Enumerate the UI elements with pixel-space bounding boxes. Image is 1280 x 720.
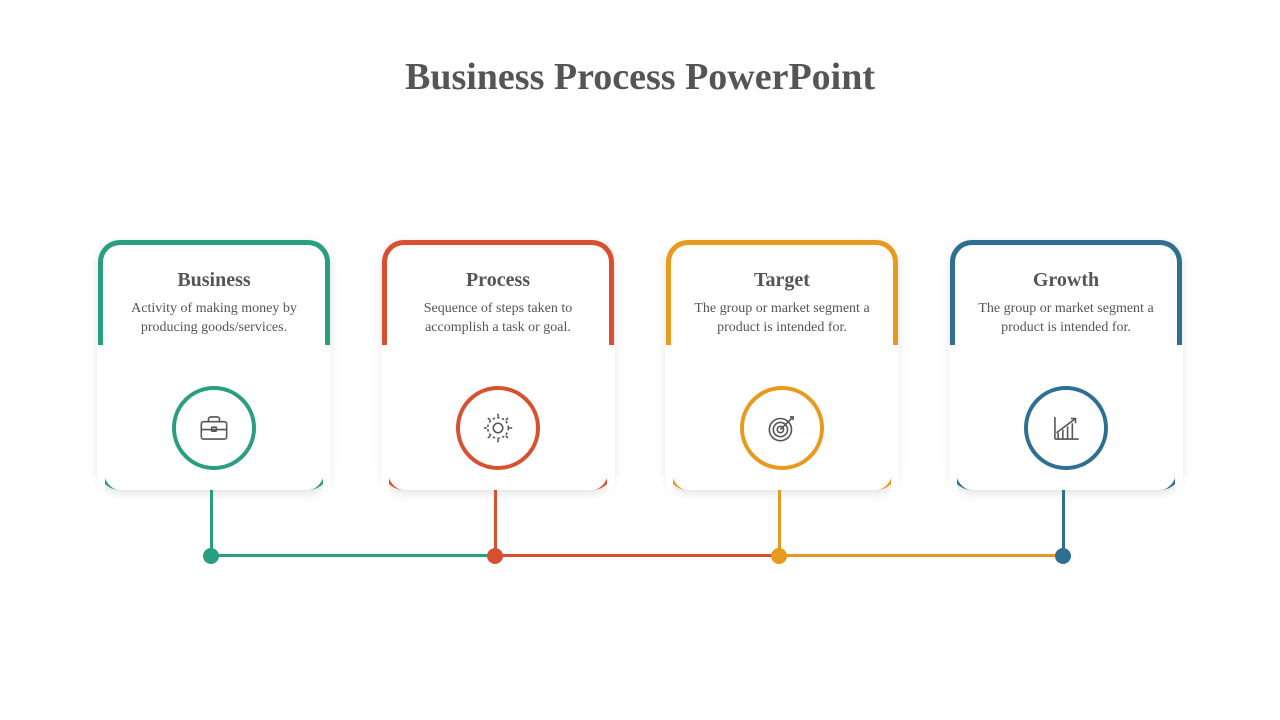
card-heading: Business: [119, 269, 309, 292]
card-body: Sequence of steps taken to accomplish a …: [403, 300, 593, 338]
timeline: [0, 546, 1280, 566]
timeline-dot: [487, 548, 503, 564]
growth-chart-icon: [1024, 386, 1108, 470]
timeline-dot: [1055, 548, 1071, 564]
card-growth: Growth The group or market segment a pro…: [950, 240, 1182, 490]
card-target: Target The group or market segment a pro…: [666, 240, 898, 490]
connector-line: [494, 490, 497, 555]
connector-line: [778, 490, 781, 555]
card-business: Business Activity of making money by pro…: [98, 240, 330, 490]
cards-row: Business Activity of making money by pro…: [0, 240, 1280, 490]
timeline-segment: [495, 554, 779, 557]
connector-line: [1062, 490, 1065, 555]
gear-icon: [456, 386, 540, 470]
card-body: The group or market segment a product is…: [687, 300, 877, 338]
briefcase-icon: [172, 386, 256, 470]
card-heading: Growth: [971, 269, 1161, 292]
timeline-segment: [211, 554, 495, 557]
card-heading: Target: [687, 269, 877, 292]
target-icon: [740, 386, 824, 470]
timeline-segment: [779, 554, 1063, 557]
card-body: Activity of making money by producing go…: [119, 300, 309, 338]
card-heading: Process: [403, 269, 593, 292]
connector-line: [210, 490, 213, 555]
card-body: The group or market segment a product is…: [971, 300, 1161, 338]
timeline-dot: [771, 548, 787, 564]
timeline-dot: [203, 548, 219, 564]
card-process: Process Sequence of steps taken to accom…: [382, 240, 614, 490]
slide-title: Business Process PowerPoint: [0, 0, 1280, 99]
